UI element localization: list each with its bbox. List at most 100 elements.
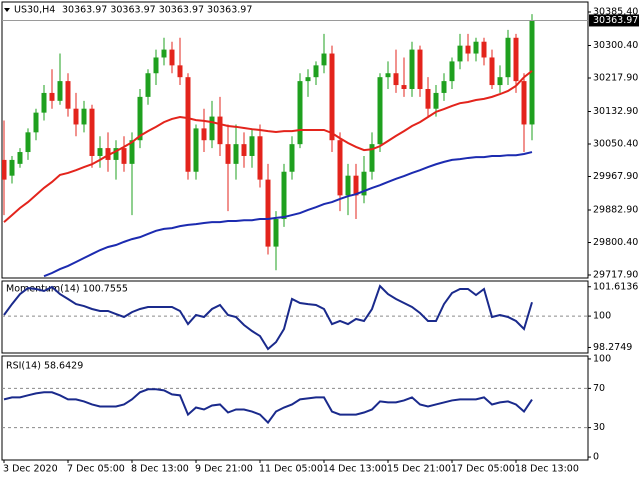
candle-body <box>321 53 327 66</box>
candle-body <box>169 49 175 66</box>
candle-body <box>65 81 71 109</box>
candle-body <box>57 81 63 101</box>
candle-body <box>177 65 183 78</box>
y-tick-label: 29800.40 <box>593 237 638 248</box>
candle-body <box>209 116 215 141</box>
candle-body <box>2 159 7 180</box>
candle-body <box>249 136 255 156</box>
momentum-panel <box>1 280 589 354</box>
moving-average <box>3 70 533 223</box>
candle-body <box>297 81 303 145</box>
candle-body <box>393 73 399 86</box>
moving-average <box>43 151 533 278</box>
candle-body <box>521 81 527 125</box>
candle-body <box>385 73 391 78</box>
candle-body <box>449 61 455 82</box>
candle-body <box>425 88 431 109</box>
candle-body <box>457 45 463 62</box>
candle-body <box>409 49 415 89</box>
candle-body <box>9 159 15 176</box>
candle-body <box>73 108 79 125</box>
candle-body <box>49 92 55 101</box>
candle-body <box>529 20 535 125</box>
candle-body <box>489 57 495 86</box>
y-tick-label: 29882.90 <box>593 204 638 215</box>
plot-area-2 <box>2 387 588 429</box>
rsi-title: RSI(14) 58.6429 <box>6 361 83 372</box>
candle-body <box>473 41 479 54</box>
candle-body <box>161 49 167 58</box>
symbol-title: US30,H4 <box>14 5 55 16</box>
candle-body <box>313 65 319 78</box>
candle-body <box>441 81 447 93</box>
x-tick-label: 11 Dec 05:00 <box>259 464 323 475</box>
last-price-label: 30363.97 <box>593 15 638 26</box>
plot-area-0 <box>2 14 535 278</box>
candle-body <box>105 148 111 160</box>
candle-body <box>513 37 519 82</box>
y-tick-label: 30132.90 <box>593 106 638 117</box>
x-tick-label: 15 Dec 21:00 <box>387 464 451 475</box>
y-tick-label: 30217.90 <box>593 73 638 84</box>
candle-body <box>361 171 367 196</box>
y-tick-label: 29967.90 <box>593 171 638 182</box>
y-tick-label: 100 <box>593 311 611 322</box>
x-tick-label: 14 Dec 13:00 <box>323 464 387 475</box>
candle-body <box>417 49 423 89</box>
candle-body <box>217 116 223 145</box>
candle-body <box>369 144 375 172</box>
candle-body <box>337 140 343 196</box>
candle-body <box>465 45 471 54</box>
candle-body <box>505 37 511 78</box>
candle-body <box>305 77 311 82</box>
candle-body <box>273 219 279 247</box>
quote-text: 30363.97 30363.97 30363.97 30363.97 <box>62 5 252 16</box>
candle-body <box>289 144 295 172</box>
candle-body <box>41 92 47 113</box>
candle-body <box>137 96 143 141</box>
main-panel <box>1 1 589 279</box>
candle-body <box>201 128 207 141</box>
y-tick-label: 101.6136 <box>593 281 638 292</box>
y-tick-label: 30050.40 <box>593 138 638 149</box>
candle-body <box>129 140 135 164</box>
y-tick-label: 29717.90 <box>593 270 638 281</box>
x-tick-label: 17 Dec 05:00 <box>451 464 515 475</box>
last-price-box <box>589 14 639 27</box>
candle-body <box>233 144 239 164</box>
candle-body <box>185 77 191 172</box>
candle-body <box>225 144 231 164</box>
candle-body <box>433 92 439 109</box>
candle-body <box>89 108 95 156</box>
y-tick-label: 0 <box>593 452 599 463</box>
candle-body <box>241 144 247 156</box>
symbol-menu-icon[interactable] <box>4 8 10 12</box>
x-tick-label: 8 Dec 13:00 <box>131 464 189 475</box>
candle-body <box>33 112 39 133</box>
candle-body <box>113 148 119 160</box>
indicator-line <box>3 388 533 425</box>
rsi-panel <box>1 355 589 461</box>
y-tick-label: 98.2749 <box>593 342 632 353</box>
candle-body <box>401 85 407 89</box>
y-tick-label: 30 <box>593 422 605 433</box>
candle-body <box>153 57 159 74</box>
candle-body <box>265 179 271 247</box>
candle-body <box>481 41 487 58</box>
candle-body <box>257 136 263 180</box>
y-tick-label: 30385.40 <box>593 7 638 18</box>
candle-body <box>193 128 199 172</box>
candle-body <box>353 175 359 196</box>
x-tick-label: 3 Dec 2020 <box>3 464 58 475</box>
candle-body <box>81 108 87 125</box>
candle-body <box>329 53 335 141</box>
candle-body <box>121 148 127 164</box>
candle-body <box>497 77 503 86</box>
x-tick-label: 9 Dec 21:00 <box>195 464 253 475</box>
indicator-line <box>3 284 533 351</box>
x-tick-label: 18 Dec 13:00 <box>515 464 579 475</box>
candle-body <box>97 148 103 156</box>
candle-body <box>345 175 351 196</box>
candle-body <box>281 171 287 220</box>
